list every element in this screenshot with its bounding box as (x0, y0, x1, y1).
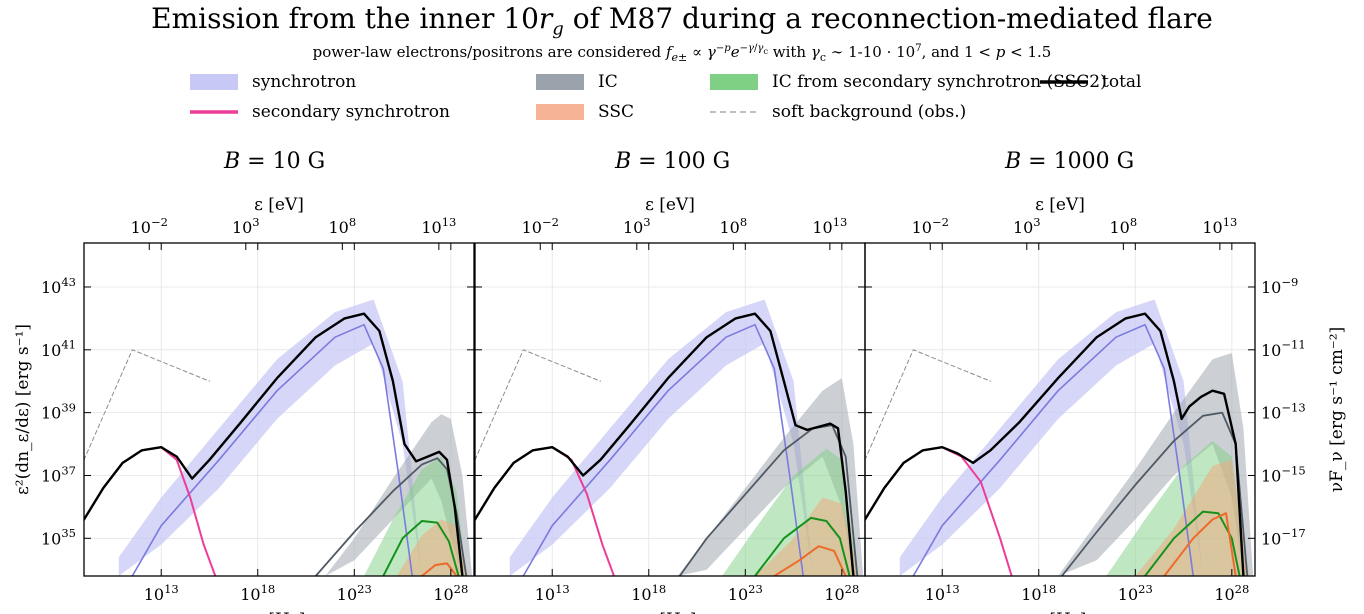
x-tick-label: 1023 (728, 582, 763, 604)
legend-item-secondary_sync: secondary synchrotron (188, 100, 450, 124)
series-ic_center (678, 424, 859, 576)
legend-label-total: total (1102, 72, 1142, 92)
legend-swatch-soft_bg (710, 111, 758, 113)
figure-title: Emission from the inner 10rg of M87 duri… (151, 2, 1213, 40)
x-top-tick-label: 10−2 (131, 215, 168, 237)
x-tick-label: 1028 (433, 582, 468, 604)
panel-2: B = 100 G 1013 1018 1023 1028 10−2 103 108 1013 ν… (474, 149, 866, 614)
plot-area (84, 299, 473, 576)
series-soft_bg (865, 349, 991, 461)
panel-label: B = 100 G (614, 149, 730, 174)
legend-label-ssc: SSC (598, 102, 635, 122)
legend-swatch-ic (536, 74, 584, 90)
plot-area (475, 299, 864, 576)
figure-subtitle: power-law electrons/positrons are consid… (312, 43, 1052, 64)
y2-tick-label: 10−13 (1261, 400, 1306, 422)
x-tick-label: 1018 (631, 582, 666, 604)
legend-swatch-total (1040, 80, 1088, 84)
series-ssc_band (755, 497, 860, 576)
x-top-tick-label: 108 (1109, 215, 1137, 237)
chart: B = 10 G 1013 1018 1023 1028 10−2 103 108 1013 10… (13, 149, 1347, 614)
y2-axis-label: νF_ν [erg s⁻¹ cm⁻²] (1327, 327, 1347, 492)
series-ssc2_center (382, 520, 460, 576)
series-ssc2_center (1144, 510, 1241, 576)
legend-item-ssc: SSC (534, 100, 634, 124)
panel-frame (864, 242, 1256, 577)
series-sync_band (899, 299, 1203, 576)
series-ssc_center (1163, 512, 1237, 576)
legend-label-soft_bg: soft background (obs.) (772, 102, 967, 122)
y2-tick-label: 10−9 (1261, 275, 1298, 297)
legend-swatch-ssc2 (710, 74, 758, 90)
series-total (84, 312, 464, 576)
legend-label-secondary_sync: secondary synchrotron (252, 102, 450, 122)
legend-swatch-secondary_sync (190, 110, 238, 114)
legend-item-ssc2: IC from secondary synchrotron (SSC2) (708, 70, 1107, 94)
x-top-tick-label: 1013 (421, 215, 456, 237)
series-ssc_band (1135, 459, 1250, 576)
series-ssc_center (773, 545, 847, 576)
x-top-tick-label: 108 (328, 215, 356, 237)
x-tick-label: 1013 (144, 582, 179, 604)
y2-tick-label: 10−11 (1261, 338, 1306, 360)
legend-item-ic: IC (534, 70, 618, 94)
x-top-tick-label: 103 (623, 215, 651, 237)
x-top-axis-label: ε [eV] (645, 195, 695, 215)
x-tick-label: 1028 (1214, 582, 1249, 604)
panel-3: B = 1000 G 1013 1018 1023 1028 10−2 103 108 1013… (864, 149, 1306, 614)
legend-label-ssc2: IC from secondary synchrotron (SSC2) (772, 72, 1107, 92)
legend-item-soft_bg: soft background (obs.) (708, 100, 966, 124)
y-tick-label: 1035 (41, 526, 76, 548)
x-top-tick-label: 108 (719, 215, 747, 237)
x-tick-label: 1023 (1118, 582, 1153, 604)
series-ssc_band (396, 519, 469, 576)
x-top-axis-label: ε [eV] (1035, 195, 1085, 215)
x-top-tick-label: 10−2 (522, 215, 559, 237)
legend: synchrotron IC IC from secondary synchrotr… (188, 70, 1288, 132)
legend-swatch-ssc (536, 104, 584, 120)
series-sync_band (509, 299, 813, 576)
plot-area (865, 299, 1254, 576)
legend-label-synchrotron: synchrotron (252, 72, 357, 92)
y-axis-label: ε²(dn_ε/dε) [erg s⁻¹] (13, 324, 33, 495)
panel-frame (83, 242, 475, 577)
legend-item-synchrotron: synchrotron (188, 70, 356, 94)
x-top-tick-label: 103 (1013, 215, 1041, 237)
x-tick-label: 1013 (925, 582, 960, 604)
x-axis-label: ν [Hz] (644, 610, 697, 614)
y2-tick-label: 10−15 (1261, 463, 1306, 485)
y-tick-label: 1041 (41, 338, 76, 360)
legend-label-ic: IC (598, 72, 618, 92)
x-axis-label: ν [Hz] (253, 610, 306, 614)
series-ssc_center (420, 562, 458, 576)
x-top-tick-label: 10−2 (912, 215, 949, 237)
series-soft_bg (475, 349, 601, 461)
x-tick-label: 1023 (337, 582, 372, 604)
series-soft_bg (84, 349, 210, 461)
panel-label: B = 10 G (223, 149, 325, 174)
x-top-tick-label: 1013 (812, 215, 847, 237)
x-top-axis-label: ε [eV] (254, 195, 304, 215)
x-tick-label: 1028 (824, 582, 859, 604)
x-top-tick-label: 1013 (1202, 215, 1237, 237)
legend-swatch-synchrotron (190, 74, 238, 90)
y-tick-label: 1037 (41, 463, 76, 485)
x-tick-label: 1013 (535, 582, 570, 604)
series-sync_band (118, 299, 422, 576)
series-total (865, 312, 1245, 576)
y2-tick-label: 10−17 (1261, 526, 1306, 548)
series-total (475, 312, 855, 576)
x-tick-label: 1018 (240, 582, 275, 604)
series-ssc2_center (754, 516, 851, 576)
y-tick-label: 1039 (41, 400, 76, 422)
x-top-tick-label: 103 (232, 215, 260, 237)
legend-item-total: total (1038, 70, 1141, 94)
series-sync_center (522, 323, 804, 576)
x-tick-label: 1018 (1021, 582, 1056, 604)
panel-1: B = 10 G 1013 1018 1023 1028 10−2 103 108 1013 10… (41, 149, 475, 614)
y-tick-label: 1043 (41, 275, 76, 297)
x-axis-label: ν [Hz] (1034, 610, 1087, 614)
series-sync_center (131, 323, 413, 576)
panel-label: B = 1000 G (1004, 149, 1134, 174)
